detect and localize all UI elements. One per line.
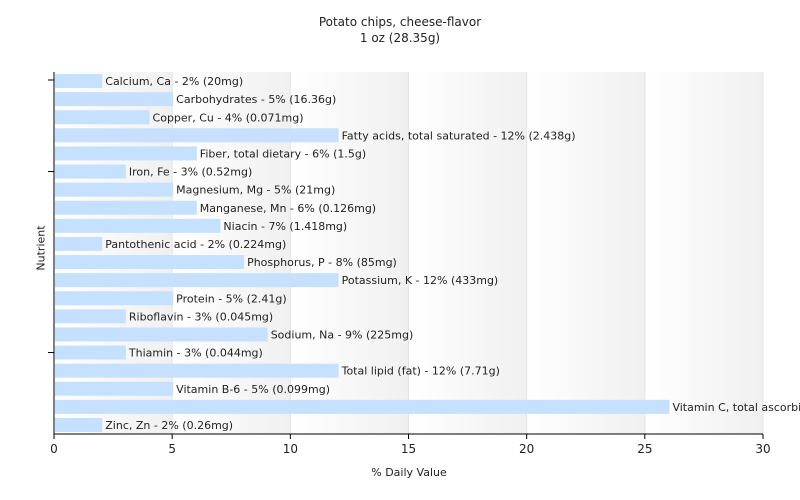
bar [55,146,197,161]
bar-label: Vitamin C, total ascorbic acid - 26% (15… [672,401,800,414]
bar-label: Fiber, total dietary - 6% (1.5g) [200,147,366,160]
bar-label: Thiamin - 3% (0.044mg) [128,347,263,360]
x-tick-label: 10 [283,442,298,456]
bar [55,128,339,143]
bar [55,182,174,197]
bar [55,309,126,324]
bar [55,218,221,233]
x-tick-label: 0 [50,442,58,456]
bar-label: Manganese, Mn - 6% (0.126mg) [200,202,376,215]
grid-band [172,72,291,434]
bar [55,345,126,360]
bar-label: Protein - 5% (2.41g) [176,292,287,305]
bar-label: Zinc, Zn - 2% (0.26mg) [105,419,233,432]
x-tick-label: 30 [755,442,770,456]
bar [55,291,174,306]
bar [55,74,103,89]
grid-band [644,72,763,434]
x-axis-label: % Daily Value [371,466,447,479]
x-tick-label: 15 [401,442,416,456]
bar [55,381,174,396]
bar [55,363,339,378]
bar [55,417,103,432]
bar-label: Iron, Fe - 3% (0.52mg) [129,166,252,179]
bar-label: Riboflavin - 3% (0.045mg) [129,310,273,323]
bar [55,255,245,270]
grid-band [526,72,645,434]
bar [55,200,197,215]
bar-label: Magnesium, Mg - 5% (21mg) [176,184,335,197]
chart-subtitle: 1 oz (28.35g) [359,31,441,45]
bar [55,92,174,107]
bar-label: Phosphorus, P - 8% (85mg) [247,256,397,269]
bar [55,110,150,125]
x-tick-label: 20 [519,442,534,456]
y-axis-label: Nutrient [34,225,48,271]
x-tick-label: 25 [637,442,652,456]
bar [55,164,126,179]
grid-band [290,72,409,434]
chart-title: Potato chips, cheese-flavor [318,15,482,29]
grid-band [408,72,527,434]
bar [55,236,103,251]
bar [55,273,339,288]
bar-label: Sodium, Na - 9% (225mg) [271,328,414,341]
bar-label: Copper, Cu - 4% (0.071mg) [153,111,304,124]
bar [55,327,268,342]
grid-band [54,72,173,434]
bar-label: Total lipid (fat) - 12% (7.71g) [341,365,500,378]
bar-label: Niacin - 7% (1.418mg) [223,220,347,233]
bar-label: Vitamin B-6 - 5% (0.099mg) [176,383,330,396]
chart-title-block: Potato chips, cheese-flavor 1 oz (28.35g… [0,14,800,46]
bar-label: Fatty acids, total saturated - 12% (2.43… [342,129,576,142]
bar-label: Carbohydrates - 5% (16.36g) [176,93,336,106]
bar-label: Pantothenic acid - 2% (0.224mg) [105,238,286,251]
bar-label: Potassium, K - 12% (433mg) [342,274,499,287]
bar [55,399,670,414]
x-tick-label: 5 [168,442,176,456]
bar-label: Calcium, Ca - 2% (20mg) [105,75,243,88]
